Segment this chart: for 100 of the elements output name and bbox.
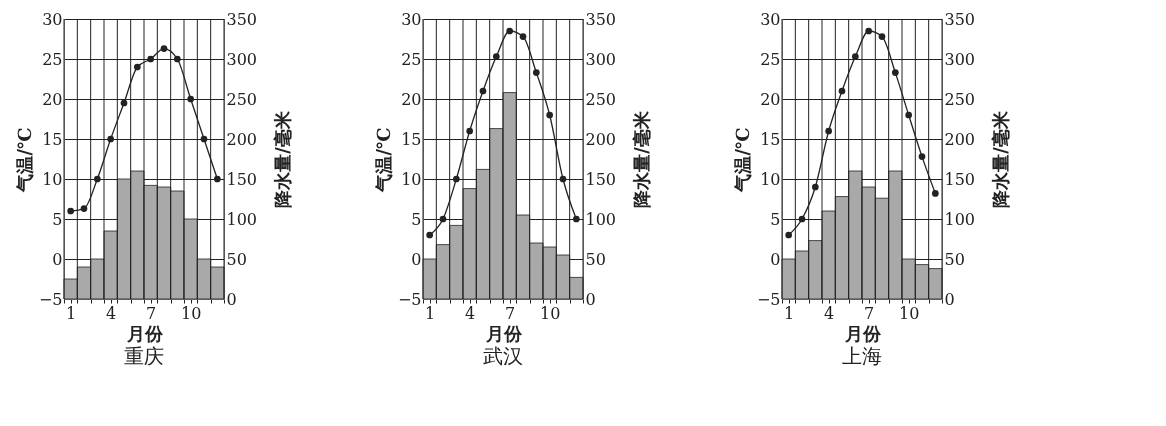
y-tick-label: 5 bbox=[770, 209, 781, 229]
point bbox=[200, 135, 208, 143]
y-tick-label: 0 bbox=[52, 249, 63, 269]
x-tick-label: 4 bbox=[465, 303, 476, 323]
y2-tick-label: 350 bbox=[944, 9, 976, 29]
y-tick-label: 10 bbox=[42, 169, 63, 189]
text: 重庆 bbox=[124, 344, 164, 368]
x-axis-title: 月份 bbox=[125, 322, 164, 344]
point bbox=[532, 69, 540, 76]
point bbox=[851, 53, 859, 60]
y-tick-label: 10 bbox=[401, 169, 422, 189]
y2-tick-label: 250 bbox=[226, 89, 258, 109]
x-tick-label: 7 bbox=[505, 303, 516, 323]
x-tick-label: 4 bbox=[106, 303, 117, 323]
point bbox=[519, 33, 527, 40]
y2-tick-label: 100 bbox=[585, 209, 617, 229]
x-tick-label: 7 bbox=[864, 303, 875, 323]
y-tick-label: 5 bbox=[52, 209, 63, 229]
y2-tick-label: 150 bbox=[585, 169, 617, 189]
y-axis-title: 气温/℃ bbox=[13, 127, 35, 193]
y-tick-label: 5 bbox=[411, 209, 422, 229]
y2-tick-label: 50 bbox=[226, 249, 247, 269]
y-tick-label: 30 bbox=[760, 9, 781, 29]
y2-tick-label: 50 bbox=[944, 249, 965, 269]
point bbox=[120, 99, 128, 107]
y2-tick-label: 150 bbox=[226, 169, 258, 189]
point bbox=[93, 175, 101, 183]
y2-tick-label: 200 bbox=[585, 129, 617, 149]
y-tick-label: 0 bbox=[411, 249, 422, 269]
point bbox=[160, 45, 168, 52]
point bbox=[80, 205, 88, 212]
text: 上海 bbox=[842, 344, 882, 368]
y2-tick-label: 300 bbox=[585, 49, 617, 69]
y-tick-label: −5 bbox=[38, 289, 63, 309]
point bbox=[931, 190, 939, 197]
y2-tick-label: 150 bbox=[944, 169, 976, 189]
y-tick-label: 20 bbox=[401, 89, 422, 109]
y2-tick-label: 0 bbox=[226, 289, 237, 309]
y2-tick-label: 250 bbox=[944, 89, 976, 109]
point bbox=[572, 215, 580, 223]
y2-tick-label: 100 bbox=[226, 209, 258, 229]
y-tick-label: −5 bbox=[756, 289, 781, 309]
y-tick-label: 15 bbox=[42, 129, 63, 149]
point bbox=[133, 63, 141, 71]
point bbox=[811, 183, 819, 191]
point bbox=[173, 55, 181, 63]
y-tick-label: 10 bbox=[760, 169, 781, 189]
y-tick-label: 25 bbox=[760, 49, 781, 69]
point bbox=[439, 215, 447, 223]
point bbox=[506, 27, 514, 35]
y2-tick-label: 0 bbox=[944, 289, 955, 309]
point bbox=[825, 127, 833, 135]
point bbox=[479, 87, 487, 95]
x-axis-title: 月份 bbox=[843, 322, 882, 344]
x-tick-label: 10 bbox=[180, 303, 202, 323]
point bbox=[918, 153, 926, 160]
y2-tick-label: 50 bbox=[585, 249, 606, 269]
point bbox=[878, 33, 886, 40]
x-tick-label: 7 bbox=[146, 303, 157, 323]
y-tick-label: 25 bbox=[42, 49, 63, 69]
point bbox=[785, 231, 793, 239]
y-tick-label: 15 bbox=[760, 129, 781, 149]
y2-tick-label: 200 bbox=[944, 129, 976, 149]
y-tick-label: 20 bbox=[760, 89, 781, 109]
y2-tick-label: 250 bbox=[585, 89, 617, 109]
y-tick-label: 30 bbox=[401, 9, 422, 29]
point bbox=[147, 55, 155, 63]
y-tick-label: 30 bbox=[42, 9, 63, 29]
x-tick-label: 10 bbox=[898, 303, 920, 323]
point bbox=[865, 27, 873, 35]
y-tick-label: 15 bbox=[401, 129, 422, 149]
x-tick-label: 4 bbox=[824, 303, 835, 323]
x-tick-label: 1 bbox=[66, 303, 77, 323]
y2-axis-title: 降水量/毫米 bbox=[631, 110, 653, 208]
point bbox=[213, 175, 221, 183]
x-axis-title: 月份 bbox=[484, 322, 523, 344]
y2-tick-label: 300 bbox=[226, 49, 258, 69]
point bbox=[492, 53, 500, 60]
point bbox=[546, 111, 554, 119]
point bbox=[891, 69, 899, 76]
y-axis-title: 气温/℃ bbox=[731, 127, 753, 193]
y2-tick-label: 100 bbox=[944, 209, 976, 229]
y2-axis-title: 降水量/毫米 bbox=[272, 110, 294, 208]
point bbox=[426, 231, 434, 239]
point bbox=[67, 207, 75, 215]
x-tick-label: 1 bbox=[784, 303, 795, 323]
point bbox=[838, 87, 846, 95]
point bbox=[452, 175, 460, 183]
point bbox=[107, 135, 115, 143]
y-tick-label: 25 bbox=[401, 49, 422, 69]
y-tick-label: −5 bbox=[397, 289, 422, 309]
y2-tick-label: 300 bbox=[944, 49, 976, 69]
point bbox=[905, 111, 913, 119]
y2-tick-label: 350 bbox=[226, 9, 258, 29]
x-tick-label: 1 bbox=[425, 303, 436, 323]
text: 武汉 bbox=[483, 344, 523, 368]
point bbox=[798, 215, 806, 223]
y-axis-title: 气温/℃ bbox=[372, 127, 394, 193]
y-tick-label: 20 bbox=[42, 89, 63, 109]
y2-tick-label: 0 bbox=[585, 289, 596, 309]
